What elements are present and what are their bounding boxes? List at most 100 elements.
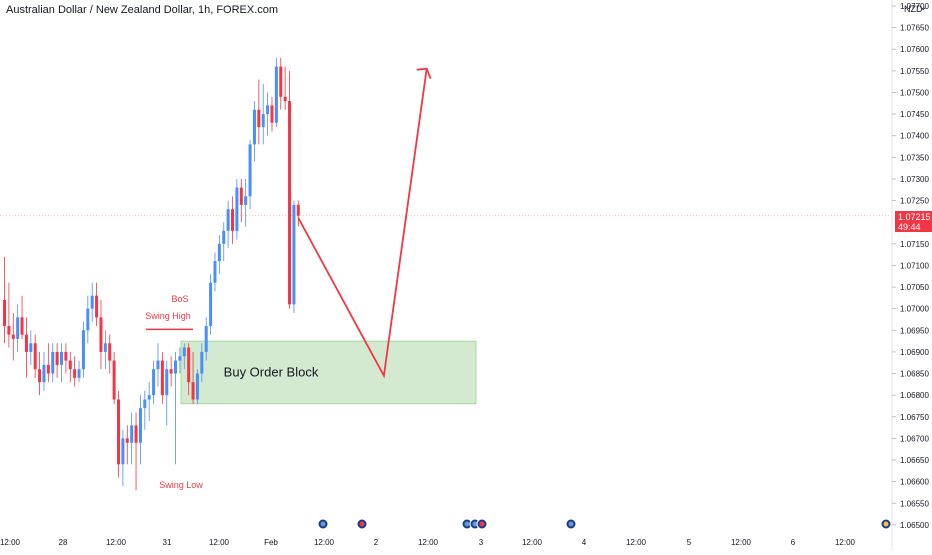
candle-body xyxy=(7,325,11,335)
price-tick-label: 1.07150 xyxy=(900,240,929,249)
candle-body xyxy=(244,196,248,205)
candle-body xyxy=(169,369,173,374)
candle-body xyxy=(187,347,191,383)
price-tick-label: 1.06500 xyxy=(900,521,929,530)
price-tick-label: 1.06550 xyxy=(900,499,929,508)
candle-body xyxy=(46,364,50,374)
candle-body xyxy=(152,369,156,396)
candle-body xyxy=(121,438,125,465)
candle-body xyxy=(209,282,213,326)
flag-icon xyxy=(565,518,577,530)
price-tick-label: 1.07000 xyxy=(900,305,929,314)
candle-body xyxy=(270,105,274,123)
time-tick-label: 12:00 xyxy=(209,538,230,547)
flag-icon-dot xyxy=(883,521,889,527)
candle-body xyxy=(248,144,252,197)
flag-icon-dot xyxy=(464,521,470,527)
candle-body xyxy=(86,308,90,331)
candle-body xyxy=(266,105,270,115)
candle-body xyxy=(16,317,20,339)
annotations: BoS Swing High Swing Low xyxy=(145,294,203,490)
candle-body xyxy=(257,109,261,128)
flag-icon xyxy=(476,518,488,530)
order-block-rect xyxy=(180,340,477,405)
candle-body xyxy=(138,408,142,443)
candle-body xyxy=(73,369,77,378)
chevron-down-icon[interactable]: ⌄ xyxy=(919,2,928,13)
last-price-tag: 1.07215 49:44 xyxy=(895,211,932,232)
candle-body xyxy=(226,209,230,231)
projection-path xyxy=(297,68,428,379)
price-tick-label: 1.06900 xyxy=(900,348,929,357)
flag-icon xyxy=(880,518,892,530)
candle-body xyxy=(64,351,68,361)
price-tick-label: 1.07500 xyxy=(900,88,929,97)
event-markers xyxy=(317,518,892,530)
flag-icon xyxy=(317,518,329,530)
time-tick-label: 6 xyxy=(791,538,796,547)
annotation-swing-high: Swing High xyxy=(145,311,191,321)
candle-body xyxy=(160,360,164,396)
last-price-value: 1.07215 xyxy=(898,212,931,222)
time-tick-label: 12:00 xyxy=(314,538,335,547)
price-tick-label: 1.07250 xyxy=(900,197,929,206)
candle-body xyxy=(156,360,160,370)
candle-body xyxy=(90,295,94,309)
candle-body xyxy=(130,425,134,443)
price-tick-label: 1.06600 xyxy=(900,478,929,487)
candle-body xyxy=(191,382,195,400)
candle-body xyxy=(274,66,278,123)
chart-title: Australian Dollar / New Zealand Dollar, … xyxy=(6,4,279,16)
candle-body xyxy=(222,230,226,244)
candle-body xyxy=(108,343,112,361)
candle-body xyxy=(117,399,121,465)
candle-body xyxy=(235,187,239,231)
candle-body xyxy=(3,300,6,326)
time-tick-label: 31 xyxy=(163,538,172,547)
candle-body xyxy=(200,351,204,374)
candle-body xyxy=(51,351,55,374)
currency-label: NZD xyxy=(904,4,923,14)
candle-body xyxy=(99,317,103,352)
candle-body xyxy=(288,101,292,305)
buy-order-block-zone[interactable]: Buy Order Block xyxy=(180,340,477,405)
candle-body xyxy=(195,373,199,400)
price-tick-label: 1.07450 xyxy=(900,110,929,119)
candle-body xyxy=(283,96,287,102)
candle-body xyxy=(165,369,169,396)
time-tick-label: 28 xyxy=(59,538,68,547)
price-tick-label: 1.06850 xyxy=(900,370,929,379)
candle-body xyxy=(24,334,28,352)
flag-icon-dot xyxy=(479,521,485,527)
flag-icon-dot xyxy=(359,521,365,527)
projection-arrowhead xyxy=(416,67,432,80)
flag-icon-dot xyxy=(472,521,478,527)
candle-body xyxy=(213,261,217,283)
flag-icon xyxy=(356,518,368,530)
candle-body xyxy=(239,187,243,205)
candle-body xyxy=(231,209,235,231)
price-tick-label: 1.06700 xyxy=(900,434,929,443)
flag-icon xyxy=(461,518,473,530)
price-axis[interactable]: 1.07700 1.07650 1.07600 1.07550 1.07500 1.074… xyxy=(891,0,929,550)
time-tick-label: 4 xyxy=(582,538,587,547)
flag-icon-dot xyxy=(568,521,574,527)
time-tick-label: 2 xyxy=(374,538,379,547)
order-block-label: Buy Order Block xyxy=(224,364,319,379)
time-axis[interactable]: 12:00 28 12:00 31 12:00 Feb 12:00 2 12:00 3 12:00 4… xyxy=(0,538,856,547)
candle-body xyxy=(261,114,265,128)
price-tick-label: 1.07400 xyxy=(900,132,929,141)
price-tick-label: 1.07100 xyxy=(900,261,929,270)
candle-body xyxy=(42,364,46,383)
time-tick-label: 12:00 xyxy=(418,538,439,547)
candle-body xyxy=(11,334,15,339)
time-tick-label: 12:00 xyxy=(731,538,752,547)
price-tick-label: 1.06800 xyxy=(900,391,929,400)
price-tick-label: 1.07050 xyxy=(900,283,929,292)
price-tick-label: 1.06750 xyxy=(900,413,929,422)
projection-arrow[interactable] xyxy=(297,67,432,379)
candle-body xyxy=(174,360,178,374)
time-tick-label: 12:00 xyxy=(835,538,856,547)
